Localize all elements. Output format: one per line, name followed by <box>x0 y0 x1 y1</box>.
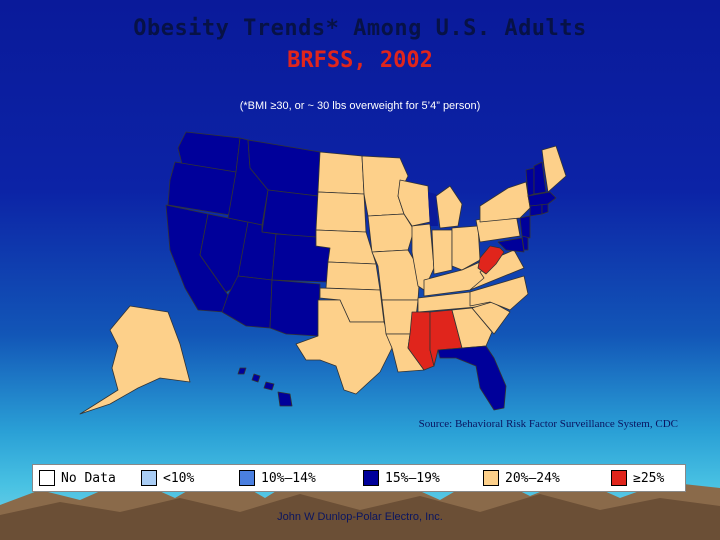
legend-label: 20%–24% <box>505 470 560 486</box>
state-TX <box>295 299 393 395</box>
legend-item: ≥25% <box>611 469 664 487</box>
state-AK <box>79 305 191 415</box>
state-MA <box>527 191 557 207</box>
legend-label: 10%–14% <box>261 470 316 486</box>
legend-label: ≥25% <box>633 470 665 486</box>
lake-michigan <box>428 192 438 226</box>
state-HI-2 <box>251 373 261 383</box>
state-HI <box>277 391 293 407</box>
legend-swatch <box>483 470 499 486</box>
state-NJ <box>519 215 531 239</box>
legend-item: 20%–24% <box>483 469 560 487</box>
source-note: Source: Behavioral Risk Factor Surveilla… <box>418 418 678 430</box>
state-IN <box>431 229 453 275</box>
legend-item: 15%–19% <box>363 469 440 487</box>
legend-swatch <box>39 470 55 486</box>
state-FL <box>437 345 507 411</box>
state-NH <box>533 161 547 195</box>
legend-item: <10% <box>141 469 194 487</box>
state-MD <box>497 237 525 253</box>
state-NM <box>269 279 321 337</box>
legend-label: No Data <box>61 470 116 486</box>
state-IA <box>367 213 415 253</box>
legend-label: <10% <box>163 470 195 486</box>
state-OR <box>167 161 237 216</box>
legend-swatch <box>239 470 255 486</box>
legend-swatch <box>611 470 627 486</box>
slide-title: Obesity Trends* Among U.S. Adults <box>133 16 587 41</box>
state-GA <box>451 307 493 349</box>
bmi-footnote: (*BMI ≥30, or ~ 30 lbs overweight for 5’… <box>239 100 481 112</box>
legend-label: 15%–19% <box>385 470 440 486</box>
legend-item: No Data <box>39 469 116 487</box>
legend-swatch <box>363 470 379 486</box>
state-MI <box>435 185 463 229</box>
state-OH <box>451 225 481 271</box>
state-SC <box>471 301 511 335</box>
slide-subtitle: BRFSS, 2002 <box>287 48 433 73</box>
legend-swatch <box>141 470 157 486</box>
legend: No Data <10% 10%–14% 15%–19% 20%–24% ≥25… <box>32 464 686 492</box>
state-NC <box>469 275 529 311</box>
state-HI-4 <box>237 367 247 375</box>
state-WV <box>477 245 505 275</box>
state-HI-3 <box>263 381 275 391</box>
legend-item: 10%–14% <box>239 469 316 487</box>
state-ME <box>541 145 567 193</box>
credit-line: John W Dunlop-Polar Electro, Inc. <box>277 511 443 523</box>
